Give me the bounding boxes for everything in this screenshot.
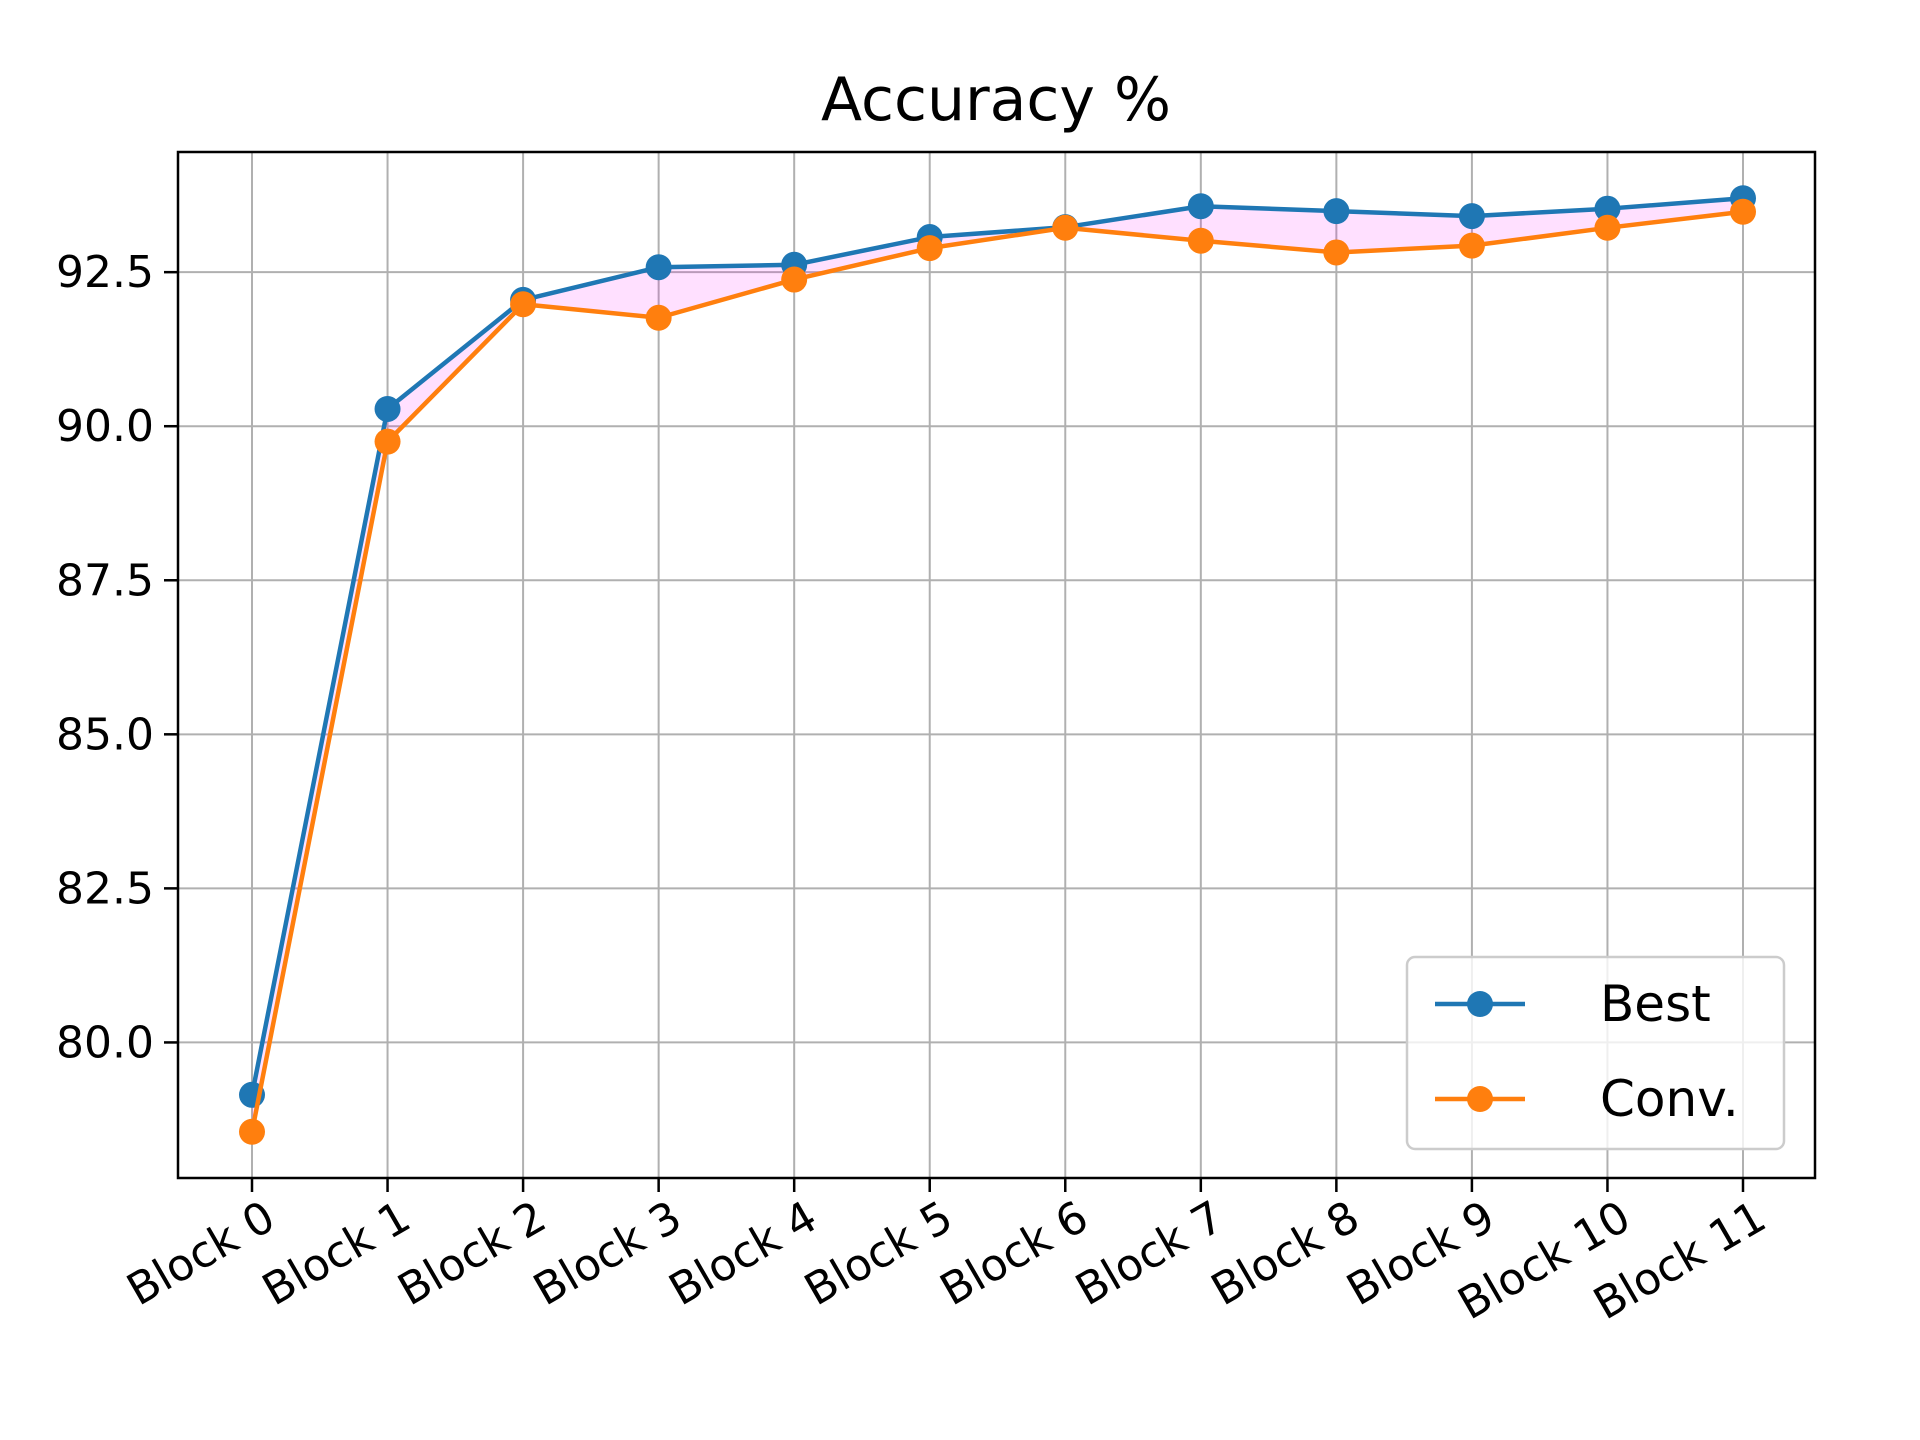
- data-point: [1187, 193, 1214, 220]
- legend-entry: Conv.: [1435, 1070, 1739, 1128]
- data-point: [1458, 232, 1485, 259]
- data-point: [1730, 198, 1756, 225]
- chart-title: Accuracy %: [821, 65, 1171, 135]
- data-point: [1458, 203, 1485, 230]
- data-point: [916, 235, 943, 262]
- series-1: [239, 198, 1756, 1145]
- data-point: [1594, 195, 1621, 222]
- x-tick-label: Block 0: [119, 1191, 284, 1316]
- y-axis: 80.0 82.5 85.0 87.5 90.0 92.5: [56, 247, 178, 1068]
- legend: Best Conv.: [1405, 955, 1786, 1151]
- x-tick-label: Block 6: [932, 1191, 1097, 1316]
- x-tick-label: Block 4: [661, 1191, 826, 1316]
- x-tick-label: Block 8: [1203, 1191, 1368, 1316]
- x-tick-label: Block 2: [390, 1191, 555, 1316]
- y-tick-label: 90.0: [56, 401, 154, 452]
- data-point: [1323, 239, 1350, 266]
- legend-entry: Best: [1435, 975, 1711, 1033]
- plot-frame: [176, 150, 1817, 1180]
- data-point: [645, 304, 672, 331]
- data-point: [781, 266, 808, 293]
- data-point: [1052, 214, 1079, 241]
- data-point: [374, 395, 401, 422]
- data-point: [1594, 214, 1621, 241]
- legend-label: Conv.: [1600, 1070, 1739, 1128]
- series-line: [249, 195, 1744, 1096]
- data-point: [374, 428, 401, 455]
- y-tick-label: 80.0: [56, 1017, 154, 1068]
- legend-marker: [1467, 1086, 1493, 1112]
- data-point: [239, 1118, 265, 1145]
- legend-label: Best: [1600, 975, 1711, 1033]
- data-point: [1187, 227, 1214, 254]
- series-layer: [239, 185, 1756, 1145]
- y-tick-label: 85.0: [56, 709, 154, 760]
- x-tick-label: Block 7: [1067, 1191, 1232, 1316]
- data-point: [645, 254, 672, 281]
- x-tick-label: Block 5: [796, 1191, 961, 1316]
- series-line: [249, 209, 1744, 1133]
- data-point: [1323, 198, 1350, 225]
- x-tick-label: Block 3: [525, 1191, 690, 1316]
- legend-marker: [1467, 991, 1493, 1017]
- data-point: [510, 291, 537, 318]
- y-tick-label: 87.5: [56, 555, 154, 606]
- y-tick-label: 92.5: [56, 247, 154, 298]
- y-tick-label: 82.5: [56, 863, 154, 914]
- x-tick-label: Block 1: [254, 1191, 419, 1316]
